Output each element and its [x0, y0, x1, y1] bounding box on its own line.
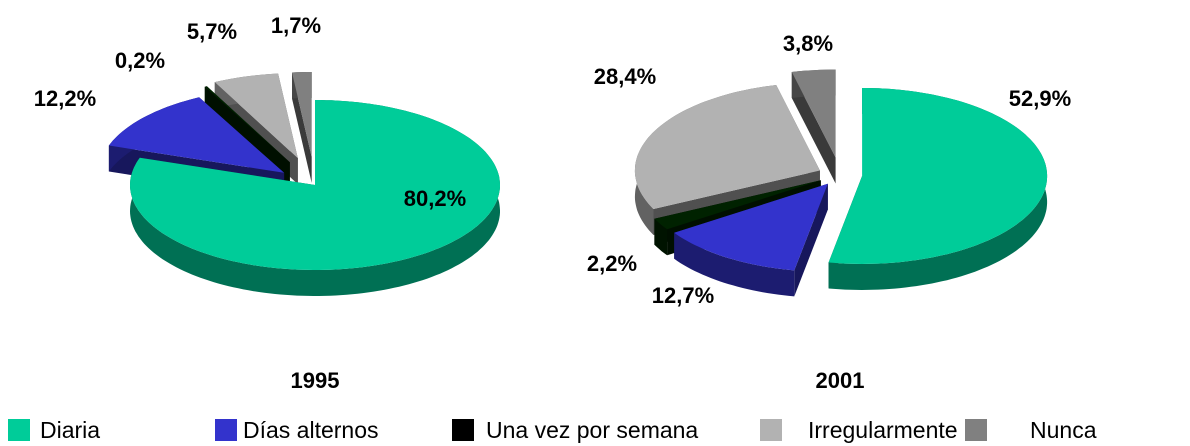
slice	[130, 100, 500, 270]
data-label: 52,9%	[1009, 86, 1071, 111]
pie-title: 2001	[816, 368, 865, 393]
legend-swatch	[965, 419, 987, 441]
legend-label: Nunca	[1030, 417, 1097, 443]
data-label: 28,4%	[594, 64, 656, 89]
legend-label: Diaria	[40, 417, 100, 443]
slice	[292, 72, 312, 157]
slice	[654, 180, 821, 230]
legend-swatch	[215, 419, 237, 441]
slice	[204, 86, 290, 163]
slice	[674, 183, 828, 271]
pie-title: 1995	[291, 368, 340, 393]
data-label: 12,2%	[34, 86, 96, 111]
data-label: 3,8%	[783, 31, 833, 56]
legend-swatch	[760, 419, 782, 441]
slice-wall	[654, 218, 668, 256]
slice	[791, 69, 836, 158]
legend-label: Una vez por semana	[486, 417, 698, 443]
slice	[634, 85, 820, 209]
slice-wall	[674, 232, 795, 297]
slice	[828, 88, 1048, 264]
legend-swatch	[8, 419, 30, 441]
data-label: 5,7%	[187, 19, 237, 44]
data-label: 12,7%	[652, 283, 714, 308]
data-label: 0,2%	[115, 48, 165, 73]
data-label: 80,2%	[404, 186, 466, 211]
legend-label: Días alternos	[243, 417, 379, 443]
slice-side	[791, 72, 836, 184]
legend-label: Irregularmente	[808, 417, 958, 443]
data-label: 2,2%	[587, 251, 637, 276]
slice	[108, 97, 285, 173]
data-label: 1,7%	[271, 13, 321, 38]
slice	[214, 73, 298, 159]
slice-side	[292, 72, 312, 183]
legend-swatch	[452, 419, 474, 441]
